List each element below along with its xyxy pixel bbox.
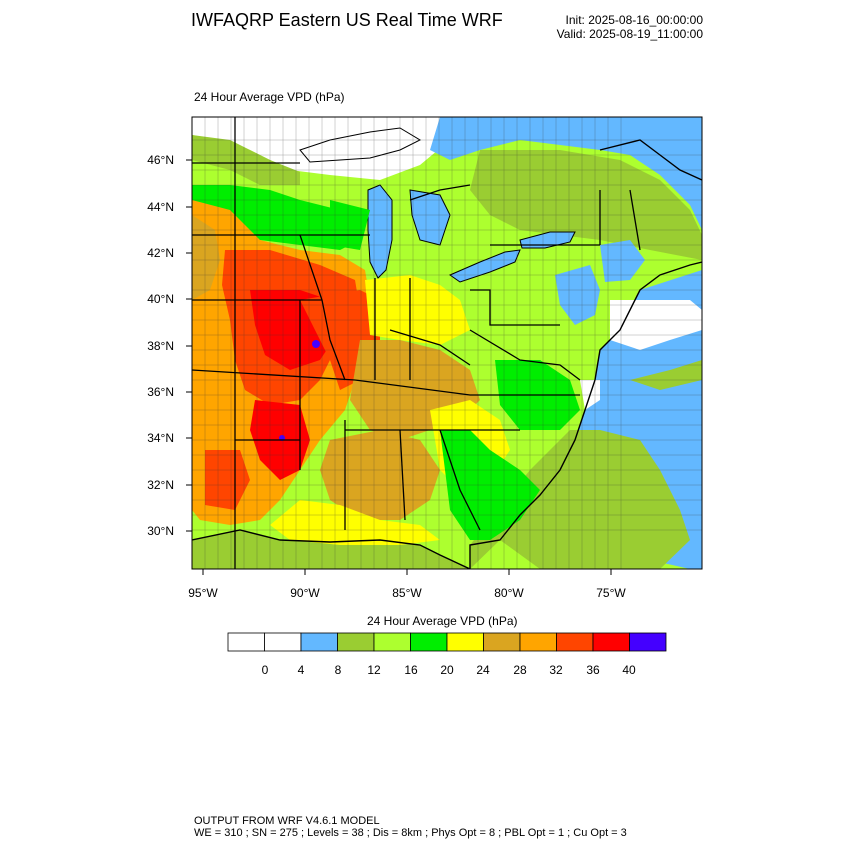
lat-label-42: 42°N: [147, 246, 174, 260]
map-field: [192, 117, 702, 569]
lat-label-40: 40°N: [147, 292, 174, 306]
indiana-yellow: [365, 275, 470, 345]
gulf-coast-yellow: [270, 500, 440, 545]
colorbar: [227, 632, 667, 652]
colorbar-box-11: [629, 632, 667, 652]
lat-label-46: 46°N: [147, 153, 174, 167]
main-title: IWFAQRP Eastern US Real Time WRF: [191, 10, 503, 30]
init-time-label: Init: 2025-08-16_00:00:00: [565, 13, 703, 27]
colorbar-box-1: [264, 632, 302, 652]
lon-tick-labels: 95°W 90°W 85°W 80°W 75°W: [188, 586, 626, 600]
valid-time-label: Valid: 2025-08-19_11:00:00: [556, 27, 703, 41]
cb-label-24: 24: [476, 663, 490, 677]
wisconsin-green: [330, 200, 370, 250]
colorbar-box-5: [410, 632, 448, 652]
footer-config-line: WE = 310 ; SN = 275 ; Levels = 38 ; Dis …: [194, 827, 627, 839]
coastlines: [192, 139, 702, 569]
colorbar-box-3: [337, 632, 375, 652]
lon-label-80: 80°W: [494, 586, 524, 600]
purple-spot-stlouis: [312, 340, 320, 348]
colorbar-tick-labels: 0 4 8 12 16 20 24 28 32 36 40: [262, 663, 636, 677]
lat-label-36: 36°N: [147, 385, 174, 399]
cb-label-32: 32: [549, 663, 563, 677]
cb-label-0: 0: [262, 663, 269, 677]
lon-label-85: 85°W: [392, 586, 422, 600]
cb-label-36: 36: [586, 663, 600, 677]
lat-label-30: 30°N: [147, 524, 174, 538]
lon-label-90: 90°W: [290, 586, 320, 600]
cb-label-8: 8: [335, 663, 342, 677]
lake-ontario: [519, 231, 576, 249]
colorbar-box-7: [483, 632, 521, 652]
offshore-green: [470, 430, 690, 569]
nj-water-patch: [555, 265, 600, 325]
cb-label-16: 16: [404, 663, 418, 677]
cb-label-12: 12: [367, 663, 381, 677]
north-water: [430, 117, 702, 230]
lat-tick-labels: 46°N 44°N 42°N 40°N 38°N 36°N 34°N 32°N …: [147, 153, 174, 538]
footer-model-line: OUTPUT FROM WRF V4.6.1 MODEL: [194, 815, 380, 827]
cb-label-40: 40: [622, 663, 636, 677]
colorbar-title: 24 Hour Average VPD (hPa): [367, 614, 518, 628]
cb-label-4: 4: [298, 663, 305, 677]
new-england-water-patch: [600, 240, 645, 282]
colorbar-box-8: [519, 632, 557, 652]
texas-red-orange: [205, 450, 250, 510]
state-boundaries: [192, 117, 641, 569]
offshore-green-2: [630, 360, 702, 390]
colorbar-box-10: [592, 632, 630, 652]
lat-label-34: 34°N: [147, 431, 174, 445]
colorbar-box-2: [300, 632, 338, 652]
cb-label-20: 20: [440, 663, 454, 677]
lat-label-38: 38°N: [147, 339, 174, 353]
lat-label-44: 44°N: [147, 200, 174, 214]
county-grid: [192, 117, 702, 569]
west-goldenrod: [192, 215, 220, 300]
field-label: 24 Hour Average VPD (hPa): [194, 90, 345, 104]
cb-label-28: 28: [513, 663, 527, 677]
lake-superior: [299, 127, 422, 163]
northeast-land: [470, 150, 702, 260]
south-goldenrod: [320, 430, 440, 520]
gulf-of-mexico: [192, 530, 470, 569]
north-dark-green: [192, 135, 300, 185]
atlantic-white: [610, 300, 702, 350]
colorbar-box-6: [446, 632, 484, 652]
lon-label-95: 95°W: [188, 586, 218, 600]
map-frame: [191, 116, 703, 570]
lat-ticks: [186, 159, 192, 532]
lon-label-75: 75°W: [596, 586, 626, 600]
colorbar-box-9: [556, 632, 594, 652]
colorbar-box-0: [227, 632, 265, 652]
colorbar-box-4: [373, 632, 411, 652]
lat-label-32: 32°N: [147, 478, 174, 492]
lon-ticks: [202, 569, 612, 575]
